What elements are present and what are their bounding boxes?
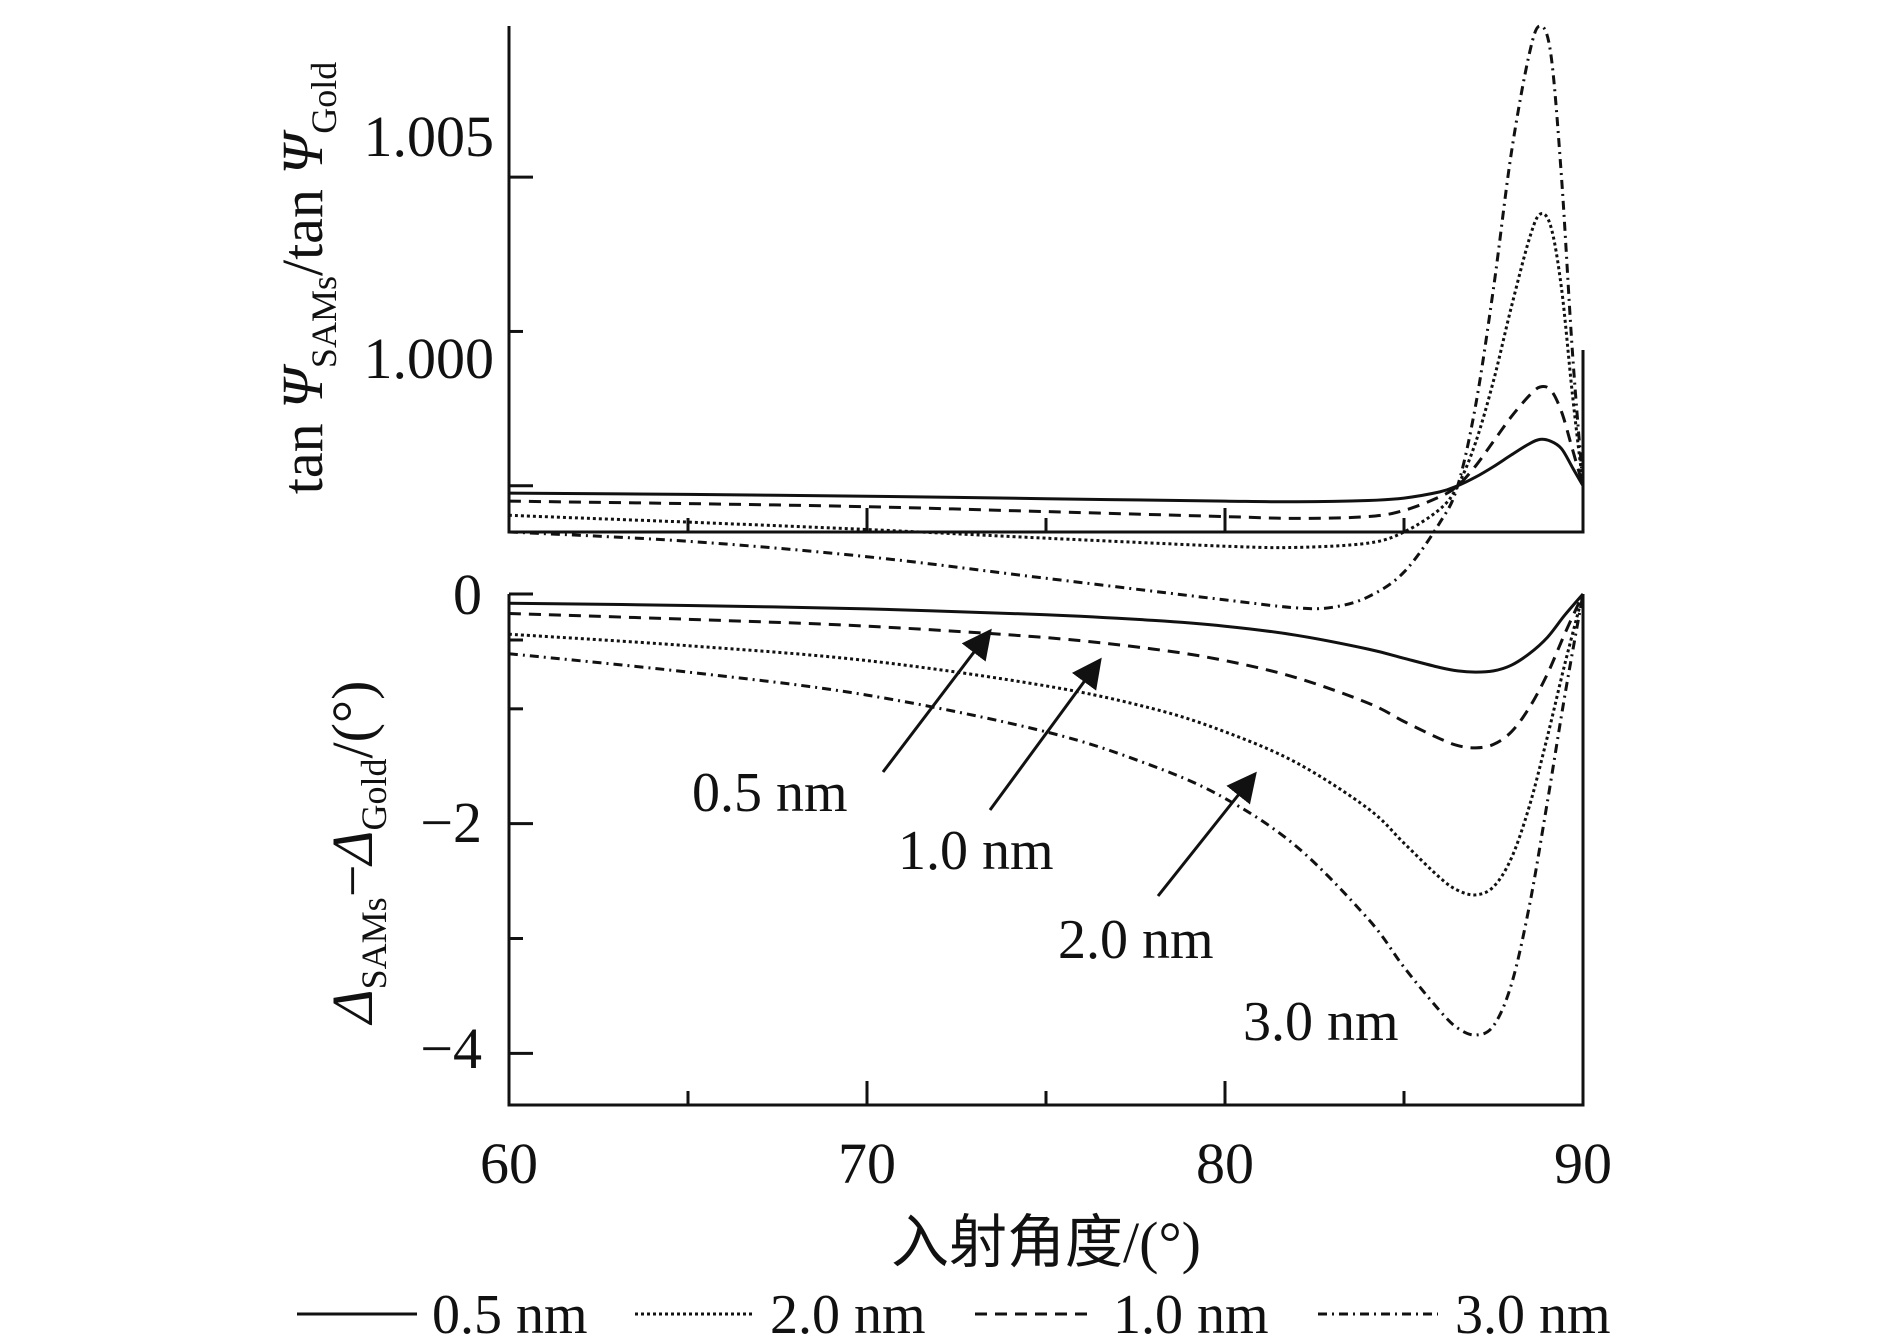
legend-label-2.0nm: 2.0 nm [770,1284,926,1341]
xtick-label-90: 90 [1554,1131,1612,1196]
annotation-2.0nm: 2.0 nm [1058,771,1257,971]
legend: 0.5 nm 2.0 nm 1.0 nm 3.0 nm [297,1284,1611,1341]
annotation-label-3.0nm: 3.0 nm [1243,991,1399,1053]
xtick-label-80: 80 [1196,1131,1254,1196]
annotation-1.0nm: 1.0 nm [898,657,1102,882]
top-series-group [508,24,1585,611]
bottom-panel: 0 −2 −4 ΔSAMs−ΔGold/(°) 60 70 80 90 入射角度… [320,562,1612,1275]
annotation-label-1.0nm: 1.0 nm [898,820,1054,882]
bottom-ticks [509,592,1406,1105]
top-series-line-0.5nm [508,437,1585,504]
top-panel: 1.005 1.000 tan ΨSAMs/tan ΨGold [270,24,1585,642]
legend-label-0.5nm: 0.5 nm [432,1284,588,1341]
top-series-line-1.0nm [508,385,1585,520]
top-series-line-2.0nm [508,212,1585,550]
bottom-ytick-label-0: 0 [453,562,482,627]
top-series-line-3.0nm [508,24,1585,611]
bottom-series-line-0.5nm [508,593,1585,674]
bottom-ytick-label-minus2: −2 [420,790,482,855]
annotation-arrow-0.5nm [881,628,992,773]
bottom-y-axis-title: ΔSAMs−ΔGold/(°) [320,681,394,1026]
top-ytick-label-1.005: 1.005 [364,104,495,169]
top-ytick-label-1.000: 1.000 [364,326,495,391]
legend-label-1.0nm: 1.0 nm [1113,1284,1269,1341]
bottom-series-line-3.0nm [508,593,1585,1037]
top-ticks [509,175,1406,642]
x-axis-title: 入射角度/(°) [891,1210,1201,1275]
bottom-series-group [508,593,1585,1037]
bottom-series-line-1.0nm [508,593,1585,750]
annotation-0.5nm: 0.5 nm [692,628,992,824]
annotation-label-0.5nm: 0.5 nm [692,762,848,824]
annotation-arrow-2.0nm [1156,771,1257,897]
bottom-ytick-label-minus4: −4 [420,1016,482,1081]
legend-label-3.0nm: 3.0 nm [1455,1284,1611,1341]
annotation-label-2.0nm: 2.0 nm [1058,909,1214,971]
top-y-axis-title: tan ΨSAMs/tan ΨGold [270,62,344,494]
xtick-label-60: 60 [480,1131,538,1196]
xtick-label-70: 70 [838,1131,896,1196]
top-axes-frame [507,26,1585,534]
annotation-arrow-1.0nm [988,657,1102,811]
